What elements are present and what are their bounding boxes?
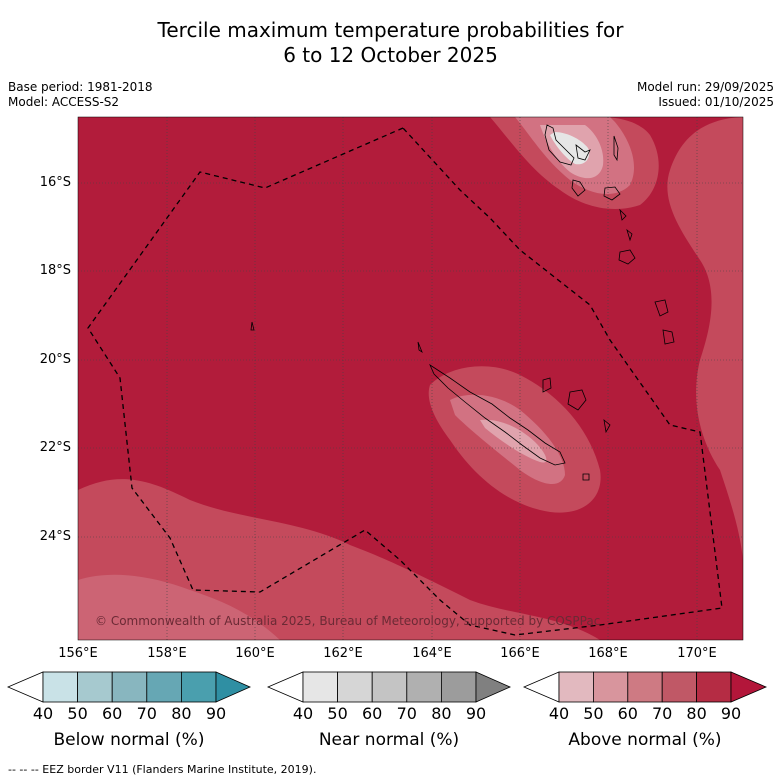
island-espiritu-santo xyxy=(544,124,575,166)
lat-label-18s: 18°S xyxy=(39,263,71,278)
colorbar-tick-label: 70 xyxy=(652,704,673,723)
colorbar-extend-low xyxy=(522,671,560,703)
lon-label-170e: 170°E xyxy=(677,646,717,661)
colorbar-tick-label: 50 xyxy=(583,704,604,723)
colorbar-title: Below normal (%) xyxy=(53,730,205,750)
lon-label-158e: 158°E xyxy=(147,646,187,661)
colorbar-extend-high xyxy=(730,671,768,703)
eez-legend: -- -- -- EEZ border V11 (Flanders Marine… xyxy=(8,763,317,776)
meta-right: Model run: 29/09/2025 Issued: 01/10/2025 xyxy=(637,80,774,110)
island-maewo xyxy=(613,135,619,162)
colorbar-tick-label: 70 xyxy=(396,704,417,723)
colorbar-tick-label: 90 xyxy=(465,704,487,723)
lon-label-168e: 168°E xyxy=(588,646,628,661)
colorbar-bin xyxy=(371,671,408,703)
colorbar-bin xyxy=(558,671,594,703)
colorbar-bin xyxy=(111,671,148,703)
map-title: Tercile maximum temperature probabilitie… xyxy=(0,18,781,68)
lat-label-16s: 16°S xyxy=(39,175,71,190)
colorbar-bin xyxy=(42,671,78,703)
island-malakula xyxy=(571,179,586,197)
contour-nc-50 xyxy=(480,419,547,463)
coastlines xyxy=(250,124,675,481)
colorbar-tick-label: 60 xyxy=(362,704,383,723)
colorbar-title: Above normal (%) xyxy=(568,730,722,750)
island-new-caledonia xyxy=(429,363,566,466)
colorbar-tick-label: 60 xyxy=(617,704,638,723)
colorbar-tick-label: 50 xyxy=(67,704,88,723)
eez-border xyxy=(87,127,723,636)
colorbar-bin xyxy=(180,671,217,703)
colorbar-below xyxy=(6,671,251,703)
map-panel xyxy=(78,117,743,640)
colorbar-tick-label: 90 xyxy=(720,704,742,723)
colorbar-tick-label: 90 xyxy=(205,704,227,723)
colorbar-bin xyxy=(302,671,338,703)
issued-date: Issued: 01/10/2025 xyxy=(658,95,774,109)
island-lifou xyxy=(542,377,552,393)
colorbar-bin xyxy=(406,671,442,703)
lat-label-24s: 24°S xyxy=(39,529,71,544)
colorbar-tick-label: 40 xyxy=(32,704,54,723)
colorbar-tick-label: 80 xyxy=(431,704,452,723)
colorbar-bin xyxy=(593,671,629,703)
colorbar-bin xyxy=(77,671,113,703)
lon-label-166e: 166°E xyxy=(500,646,540,661)
colorbar-near xyxy=(266,671,511,703)
meta-left: Base period: 1981-2018 Model: ACCESS-S2 xyxy=(8,80,153,110)
island-tanna xyxy=(618,249,636,265)
colorbar-bin xyxy=(146,671,182,703)
colorbar-bin xyxy=(440,671,477,703)
colorbar-tick-label: 60 xyxy=(102,704,123,723)
colorbar-tick-label: 40 xyxy=(548,704,570,723)
contour-north-near xyxy=(550,132,590,165)
lon-label-162e: 162°E xyxy=(323,646,363,661)
colorbar-extend-low xyxy=(6,671,44,703)
colorbar-extend-low xyxy=(266,671,304,703)
colorbar-extend-high xyxy=(215,671,251,703)
colorbar-tick-label: 70 xyxy=(136,704,157,723)
colorbar-above xyxy=(522,671,768,703)
lat-label-22s: 22°S xyxy=(39,440,71,455)
map-grid xyxy=(78,117,743,640)
lon-label-160e: 160°E xyxy=(235,646,275,661)
base-period: Base period: 1981-2018 xyxy=(8,80,153,94)
colorbar-tick-label: 80 xyxy=(171,704,192,723)
island-mare xyxy=(567,389,587,411)
model-run: Model run: 29/09/2025 xyxy=(636,80,774,94)
colorbar-bin xyxy=(337,671,373,703)
colorbar-tick-label: 50 xyxy=(327,704,348,723)
lon-label-164e: 164°E xyxy=(412,646,452,661)
title-line-2: 6 to 12 October 2025 xyxy=(283,43,498,67)
title-line-1: Tercile maximum temperature probabilitie… xyxy=(157,18,624,42)
colorbar-bin xyxy=(696,671,732,703)
colorbar-title: Near normal (%) xyxy=(318,730,460,750)
model-name: Model: ACCESS-S2 xyxy=(8,95,120,109)
contour-sw-60 xyxy=(78,574,280,640)
lat-label-20s: 20°S xyxy=(39,352,71,367)
colorbar-extend-high xyxy=(475,671,511,703)
lon-label-156e: 156°E xyxy=(58,646,98,661)
colorbar-bin xyxy=(661,671,698,703)
contour-east-70 xyxy=(667,117,743,560)
colorbar-bin xyxy=(627,671,663,703)
copyright-notice: © Commonwealth of Australia 2025, Bureau… xyxy=(95,614,601,628)
colorbar-tick-label: 40 xyxy=(292,704,314,723)
colorbar-tick-label: 80 xyxy=(686,704,707,723)
island-efate xyxy=(603,186,621,201)
